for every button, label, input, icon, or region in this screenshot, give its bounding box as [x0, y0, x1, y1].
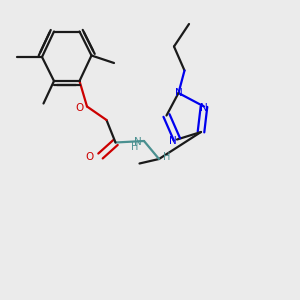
- Text: N: N: [169, 136, 176, 146]
- Text: H: H: [131, 142, 138, 152]
- Text: N: N: [200, 103, 208, 113]
- Text: O: O: [75, 103, 84, 113]
- Text: N: N: [175, 88, 182, 98]
- Text: O: O: [85, 152, 94, 163]
- Text: H: H: [163, 152, 170, 163]
- Text: N: N: [134, 136, 142, 147]
